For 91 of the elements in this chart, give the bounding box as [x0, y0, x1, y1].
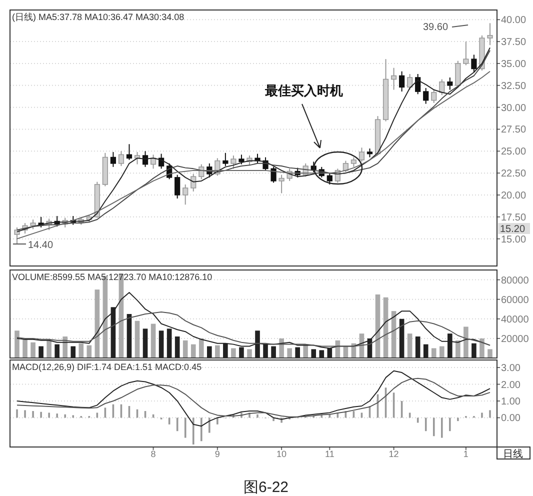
- candlestick: [230, 155, 236, 170]
- y-tick-label: 3.00: [501, 363, 521, 374]
- y-tick-label: 20000: [501, 334, 530, 345]
- bar: [30, 342, 36, 358]
- candlestick: [110, 152, 116, 168]
- candlestick: [30, 219, 36, 230]
- bar: [464, 326, 468, 358]
- y-tick-label: 15.00: [501, 234, 526, 246]
- bar: [207, 346, 212, 358]
- bar: [14, 330, 20, 358]
- y-tick-label: 35.00: [501, 58, 526, 70]
- bar: [150, 324, 156, 358]
- x-tick-label: 9: [214, 449, 220, 459]
- bar: [134, 320, 140, 358]
- bar: [158, 330, 164, 358]
- line-series: [16, 378, 490, 418]
- candlestick: [399, 70, 405, 92]
- bar: [311, 349, 316, 358]
- annotation: 39.60: [423, 22, 448, 33]
- bar: [182, 340, 188, 358]
- candlestick: [350, 156, 357, 168]
- bar: [287, 348, 292, 358]
- bar: [319, 350, 324, 358]
- bar: [431, 348, 436, 358]
- bar: [279, 338, 284, 358]
- annotation: MACD(12,26,9) DIF:1.74 DEA:1.51 MACD:0.45: [12, 362, 202, 372]
- bar: [38, 346, 44, 358]
- x-tick-label: 1: [463, 449, 468, 459]
- y-tick-label: 22.50: [501, 168, 526, 180]
- bar: [472, 343, 476, 358]
- bar: [126, 314, 132, 358]
- bar: [407, 334, 412, 358]
- y-tick-label: 30.00: [501, 102, 526, 114]
- caption: 图6-22: [243, 479, 289, 496]
- bar: [46, 340, 52, 358]
- y-tick-label: 37.50: [501, 37, 526, 48]
- y-tick-label: 2.00: [501, 380, 521, 391]
- y-tick-label: 60000: [501, 294, 530, 306]
- bar: [488, 349, 492, 358]
- y-tick-label: 27.50: [501, 124, 526, 136]
- bar: [70, 346, 76, 358]
- y-tick-label: 80000: [501, 275, 530, 286]
- candlestick: [471, 54, 477, 73]
- candlestick: [134, 152, 140, 165]
- candlestick: [326, 172, 332, 185]
- candlestick: [447, 77, 453, 90]
- annotation: VOLUME:8599.55 MA5:12723.70 MA10:12876.10: [12, 272, 212, 282]
- line-series: [16, 370, 490, 427]
- y-tick-label: 40.00: [501, 15, 526, 26]
- candlestick: [270, 166, 276, 184]
- x-tick-label: 8: [150, 449, 156, 459]
- bar: [480, 338, 484, 358]
- bar: [22, 338, 28, 358]
- y-tick-label: 1.00: [501, 396, 521, 408]
- y-tick-label: 25.00: [501, 146, 526, 158]
- bar: [456, 340, 460, 358]
- x-tick-label: 11: [324, 449, 334, 459]
- bar: [231, 348, 236, 358]
- bar: [247, 349, 252, 358]
- bar: [174, 336, 180, 358]
- annotation: 最佳买入时机: [264, 83, 343, 98]
- y-tick-label: 32.50: [501, 80, 526, 92]
- bar: [198, 338, 204, 358]
- annotation: (日线) MA5:37.78 MA10:36.47 MA30:34.08: [12, 12, 184, 22]
- x-tick-label: 10: [276, 449, 287, 459]
- bar: [142, 328, 148, 358]
- candlestick: [238, 154, 244, 165]
- annotation: 14.40: [28, 240, 54, 251]
- candlestick: [126, 144, 132, 160]
- candlestick: [174, 174, 180, 199]
- bar: [215, 345, 220, 358]
- line-series: [16, 70, 490, 240]
- y-tick-label: 17.50: [501, 212, 526, 224]
- y-tick-label: 40000: [501, 314, 530, 326]
- candlestick: [423, 88, 429, 104]
- y-tick-label: 20.00: [501, 190, 526, 202]
- bar: [78, 343, 84, 358]
- candlestick: [431, 89, 437, 104]
- candlestick: [222, 152, 228, 167]
- bar: [62, 336, 68, 358]
- bar: [439, 346, 444, 358]
- candlestick: [415, 74, 421, 95]
- y-tick-label: 0.00: [501, 413, 521, 424]
- bar: [190, 344, 196, 358]
- x-tick-label: 12: [388, 449, 399, 459]
- bar: [423, 344, 428, 358]
- line-series: [16, 312, 490, 347]
- candlestick: [278, 174, 284, 194]
- bar: [415, 336, 420, 358]
- x-axis-title: 日线: [503, 448, 523, 460]
- text: 15.20: [500, 224, 526, 235]
